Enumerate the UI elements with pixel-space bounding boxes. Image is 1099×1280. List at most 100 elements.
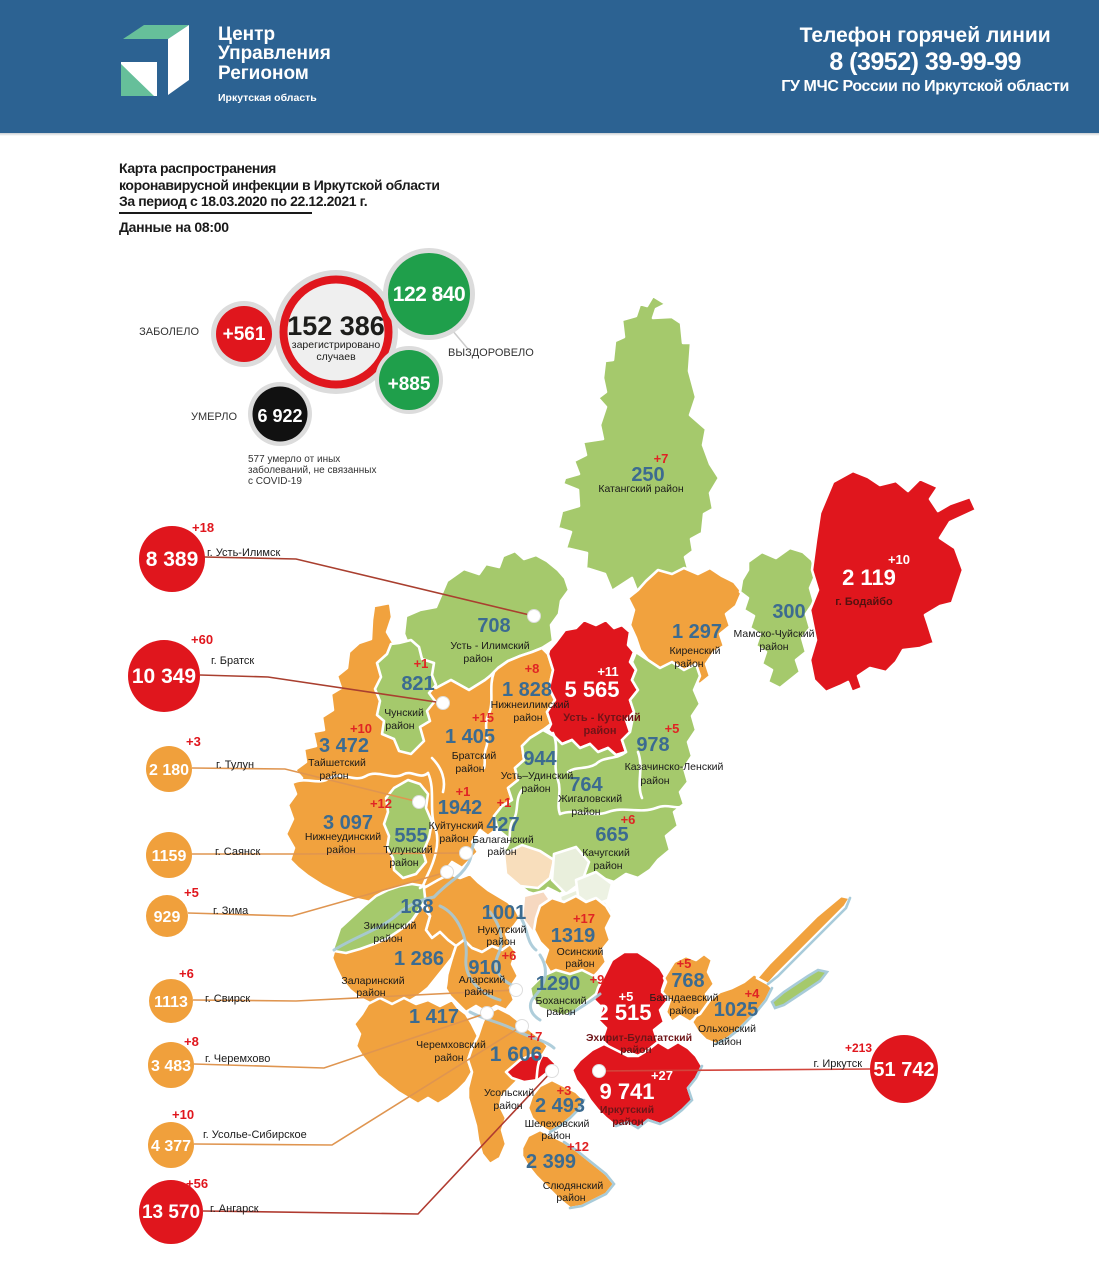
- svg-text:9 741: 9 741: [599, 1079, 654, 1104]
- svg-text:10 349: 10 349: [132, 665, 196, 688]
- svg-text:1319: 1319: [551, 925, 596, 947]
- svg-text:+17: +17: [573, 911, 595, 926]
- svg-text:Баяндаевский: Баяндаевский: [649, 992, 718, 1004]
- svg-text:Нукутский: Нукутский: [477, 924, 526, 936]
- svg-text:г. Бодайбо: г. Бодайбо: [835, 596, 893, 608]
- svg-text:г. Ангарск: г. Ангарск: [210, 1203, 259, 1215]
- svg-text:г. Саянск: г. Саянск: [215, 846, 260, 858]
- svg-text:+561: +561: [223, 324, 266, 345]
- svg-text:Заларинский: Заларинский: [341, 975, 404, 987]
- svg-text:район: район: [669, 1005, 698, 1017]
- svg-text:с COVID-19: с COVID-19: [248, 476, 302, 487]
- svg-text:2 493: 2 493: [535, 1095, 585, 1117]
- svg-text:район: район: [389, 857, 418, 869]
- svg-text:1113: 1113: [154, 994, 188, 1011]
- svg-text:ВЫЗДОРОВЕЛО: ВЫЗДОРОВЕЛО: [448, 347, 534, 359]
- svg-text:768: 768: [671, 970, 704, 992]
- svg-text:555: 555: [394, 825, 427, 847]
- svg-text:1025: 1025: [714, 999, 759, 1021]
- svg-text:+5: +5: [677, 956, 692, 971]
- svg-text:+12: +12: [567, 1139, 589, 1154]
- svg-text:г. Братск: г. Братск: [211, 655, 254, 667]
- svg-text:577 умерло от иных: 577 умерло от иных: [248, 454, 340, 465]
- svg-text:район: район: [712, 1036, 741, 1048]
- svg-text:г. Усть-Илимск: г. Усть-Илимск: [207, 547, 280, 559]
- svg-text:район: район: [385, 720, 414, 732]
- svg-text:Куйтунский: Куйтунский: [429, 820, 484, 832]
- svg-text:УМЕРЛО: УМЕРЛО: [191, 411, 237, 423]
- svg-text:+885: +885: [388, 374, 431, 395]
- svg-text:Тулунский: Тулунский: [383, 844, 433, 856]
- svg-text:Боханский: Боханский: [536, 995, 587, 1007]
- svg-text:район: район: [493, 1100, 522, 1112]
- svg-text:Балаганский: Балаганский: [472, 834, 534, 846]
- svg-text:+27: +27: [651, 1068, 673, 1083]
- svg-text:978: 978: [636, 734, 669, 756]
- svg-text:район: район: [319, 770, 348, 782]
- svg-text:район: район: [513, 712, 542, 724]
- svg-text:Слюдянский: Слюдянский: [543, 1180, 604, 1192]
- svg-text:3 472: 3 472: [319, 735, 369, 757]
- svg-text:Тайшетский: Тайшетский: [308, 757, 366, 769]
- svg-text:152 386: 152 386: [287, 311, 385, 341]
- svg-text:Казачинско-Ленский: Казачинско-Ленский: [625, 761, 724, 773]
- svg-text:+10: +10: [350, 721, 372, 736]
- svg-text:1159: 1159: [152, 848, 187, 865]
- svg-text:+1: +1: [497, 795, 512, 810]
- svg-text:1 828: 1 828: [502, 679, 552, 701]
- svg-text:Братский: Братский: [452, 750, 497, 762]
- svg-text:1 606: 1 606: [490, 1043, 543, 1066]
- svg-text:+3: +3: [557, 1083, 572, 1098]
- svg-text:+5: +5: [665, 721, 680, 736]
- svg-text:Мамско-Чуйский: Мамско-Чуйский: [734, 628, 815, 640]
- svg-text:188: 188: [400, 896, 433, 918]
- svg-text:зарегистрировано: зарегистрировано: [292, 339, 381, 351]
- svg-text:район: район: [546, 1006, 575, 1018]
- svg-text:район: район: [455, 763, 484, 775]
- svg-text:район: район: [373, 933, 402, 945]
- svg-text:+11: +11: [597, 664, 618, 679]
- svg-text:4 377: 4 377: [151, 1138, 191, 1155]
- svg-text:г. Свирск: г. Свирск: [205, 993, 250, 1005]
- svg-text:2 119: 2 119: [842, 565, 896, 590]
- svg-text:Усть–Удинский: Усть–Удинский: [501, 770, 574, 782]
- svg-text:г. Зима: г. Зима: [213, 905, 249, 917]
- svg-text:Нижнеудинский: Нижнеудинский: [305, 831, 381, 843]
- svg-text:район: район: [356, 987, 385, 999]
- svg-text:1290: 1290: [536, 973, 581, 995]
- svg-text:427: 427: [486, 814, 519, 836]
- svg-text:район: район: [463, 653, 492, 665]
- svg-text:5 565: 5 565: [564, 677, 619, 702]
- svg-text:Ольхонский: Ольхонский: [698, 1023, 756, 1035]
- svg-text:случаев: случаев: [316, 351, 356, 363]
- svg-text:г. Черемхово: г. Черемхово: [205, 1053, 270, 1065]
- svg-text:6 922: 6 922: [257, 406, 302, 426]
- svg-text:+9: +9: [590, 972, 605, 987]
- svg-text:район: район: [593, 860, 622, 872]
- svg-text:район: район: [521, 783, 550, 795]
- svg-text:665: 665: [595, 824, 628, 846]
- svg-text:+60: +60: [191, 632, 213, 647]
- svg-text:г. Усолье-Сибирское: г. Усолье-Сибирское: [203, 1129, 307, 1141]
- svg-text:Качугский: Качугский: [582, 847, 630, 859]
- svg-text:+5: +5: [184, 885, 199, 900]
- svg-text:3 097: 3 097: [323, 812, 373, 834]
- svg-text:+8: +8: [184, 1034, 199, 1049]
- svg-text:г. Иркутск: г. Иркутск: [814, 1058, 863, 1070]
- svg-text:Усть - Илимский: Усть - Илимский: [450, 640, 529, 652]
- svg-text:1 286: 1 286: [394, 948, 444, 970]
- svg-text:910: 910: [468, 957, 501, 979]
- svg-text:2 399: 2 399: [526, 1151, 576, 1173]
- svg-text:1 405: 1 405: [445, 726, 495, 748]
- svg-text:район: район: [556, 1192, 585, 1204]
- svg-text:Иркутский: Иркутский: [600, 1104, 654, 1116]
- svg-text:Шелеховский: Шелеховский: [525, 1118, 590, 1130]
- svg-text:1001: 1001: [482, 902, 527, 924]
- svg-text:Усть - Кутский: Усть - Кутский: [563, 712, 641, 724]
- svg-text:51 742: 51 742: [873, 1059, 934, 1081]
- svg-text:708: 708: [477, 615, 510, 637]
- svg-text:+8: +8: [525, 661, 540, 676]
- svg-text:1942: 1942: [438, 797, 483, 819]
- svg-text:Зиминский: Зиминский: [364, 920, 417, 932]
- svg-text:122 840: 122 840: [393, 283, 465, 306]
